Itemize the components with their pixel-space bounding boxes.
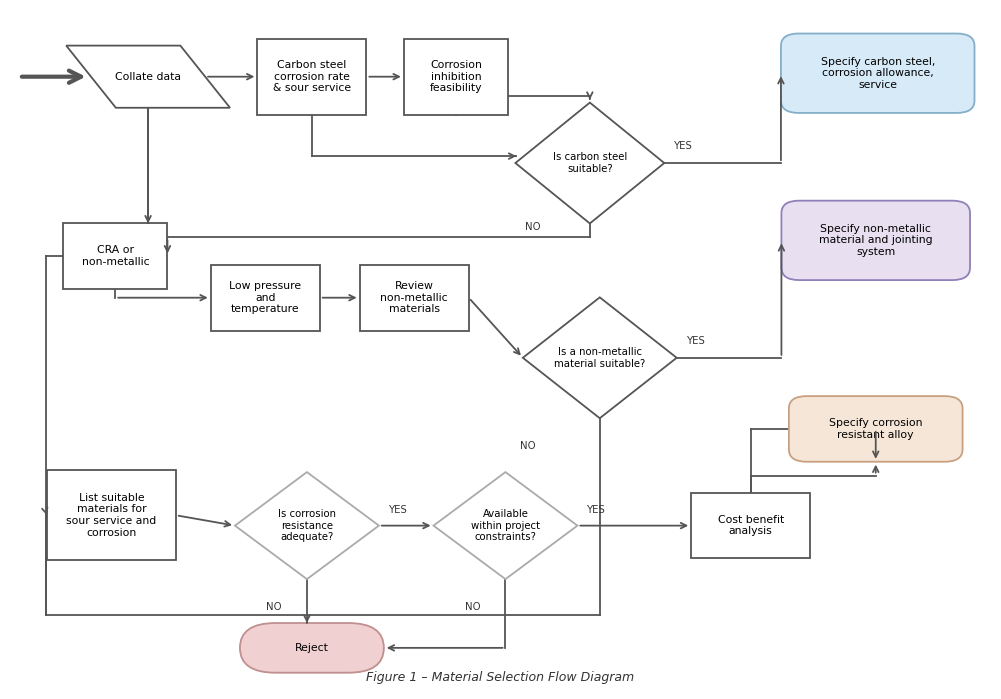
Text: YES: YES: [388, 505, 407, 515]
FancyBboxPatch shape: [257, 38, 366, 115]
FancyBboxPatch shape: [359, 265, 468, 331]
FancyBboxPatch shape: [782, 201, 970, 280]
Text: List suitable
materials for
sour service and
corrosion: List suitable materials for sour service…: [66, 493, 156, 538]
Polygon shape: [66, 45, 230, 108]
FancyBboxPatch shape: [47, 470, 176, 560]
Text: Corrosion
inhibition
feasibility: Corrosion inhibition feasibility: [429, 60, 482, 93]
Text: CRA or
non-metallic: CRA or non-metallic: [81, 245, 149, 267]
FancyBboxPatch shape: [691, 493, 810, 559]
Polygon shape: [433, 472, 578, 579]
Text: YES: YES: [687, 336, 706, 345]
Text: Reject: Reject: [295, 643, 329, 653]
FancyBboxPatch shape: [210, 265, 320, 331]
Text: YES: YES: [588, 505, 607, 515]
Text: NO: NO: [266, 602, 282, 612]
Text: NO: NO: [465, 602, 480, 612]
Text: Collate data: Collate data: [115, 72, 181, 82]
Text: Review
non-metallic
materials: Review non-metallic materials: [380, 281, 448, 315]
Polygon shape: [235, 472, 379, 579]
Text: Available
within project
constraints?: Available within project constraints?: [470, 509, 540, 542]
FancyBboxPatch shape: [240, 623, 383, 672]
FancyBboxPatch shape: [789, 396, 963, 462]
FancyBboxPatch shape: [781, 34, 975, 113]
Text: NO: NO: [520, 441, 536, 451]
Text: Is corrosion
resistance
adequate?: Is corrosion resistance adequate?: [278, 509, 336, 542]
Text: Specify non-metallic
material and jointing
system: Specify non-metallic material and jointi…: [819, 224, 933, 257]
Text: Cost benefit
analysis: Cost benefit analysis: [718, 515, 784, 536]
Text: NO: NO: [525, 222, 541, 232]
Polygon shape: [523, 297, 677, 418]
Text: YES: YES: [675, 140, 693, 151]
Text: Is a non-metallic
material suitable?: Is a non-metallic material suitable?: [555, 347, 646, 368]
Polygon shape: [516, 103, 665, 224]
Text: Specify corrosion
resistant alloy: Specify corrosion resistant alloy: [829, 418, 923, 440]
Text: Specify carbon steel,
corrosion allowance,
service: Specify carbon steel, corrosion allowanc…: [821, 57, 935, 90]
FancyBboxPatch shape: [403, 38, 508, 115]
Text: Low pressure
and
temperature: Low pressure and temperature: [229, 281, 301, 315]
Text: Figure 1 – Material Selection Flow Diagram: Figure 1 – Material Selection Flow Diagr…: [366, 672, 635, 684]
Text: Is carbon steel
suitable?: Is carbon steel suitable?: [553, 152, 627, 174]
Text: Carbon steel
corrosion rate
& sour service: Carbon steel corrosion rate & sour servi…: [273, 60, 351, 93]
FancyBboxPatch shape: [63, 224, 167, 289]
